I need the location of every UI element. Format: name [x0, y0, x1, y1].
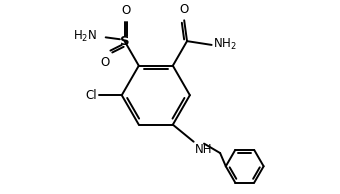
Text: O: O: [100, 56, 109, 69]
Text: S: S: [120, 35, 130, 48]
Text: O: O: [121, 4, 130, 17]
Text: NH$_2$: NH$_2$: [212, 37, 236, 52]
Text: H$_2$N: H$_2$N: [73, 29, 97, 44]
Text: NH: NH: [194, 143, 212, 156]
Text: O: O: [180, 3, 189, 16]
Text: Cl: Cl: [86, 89, 97, 102]
